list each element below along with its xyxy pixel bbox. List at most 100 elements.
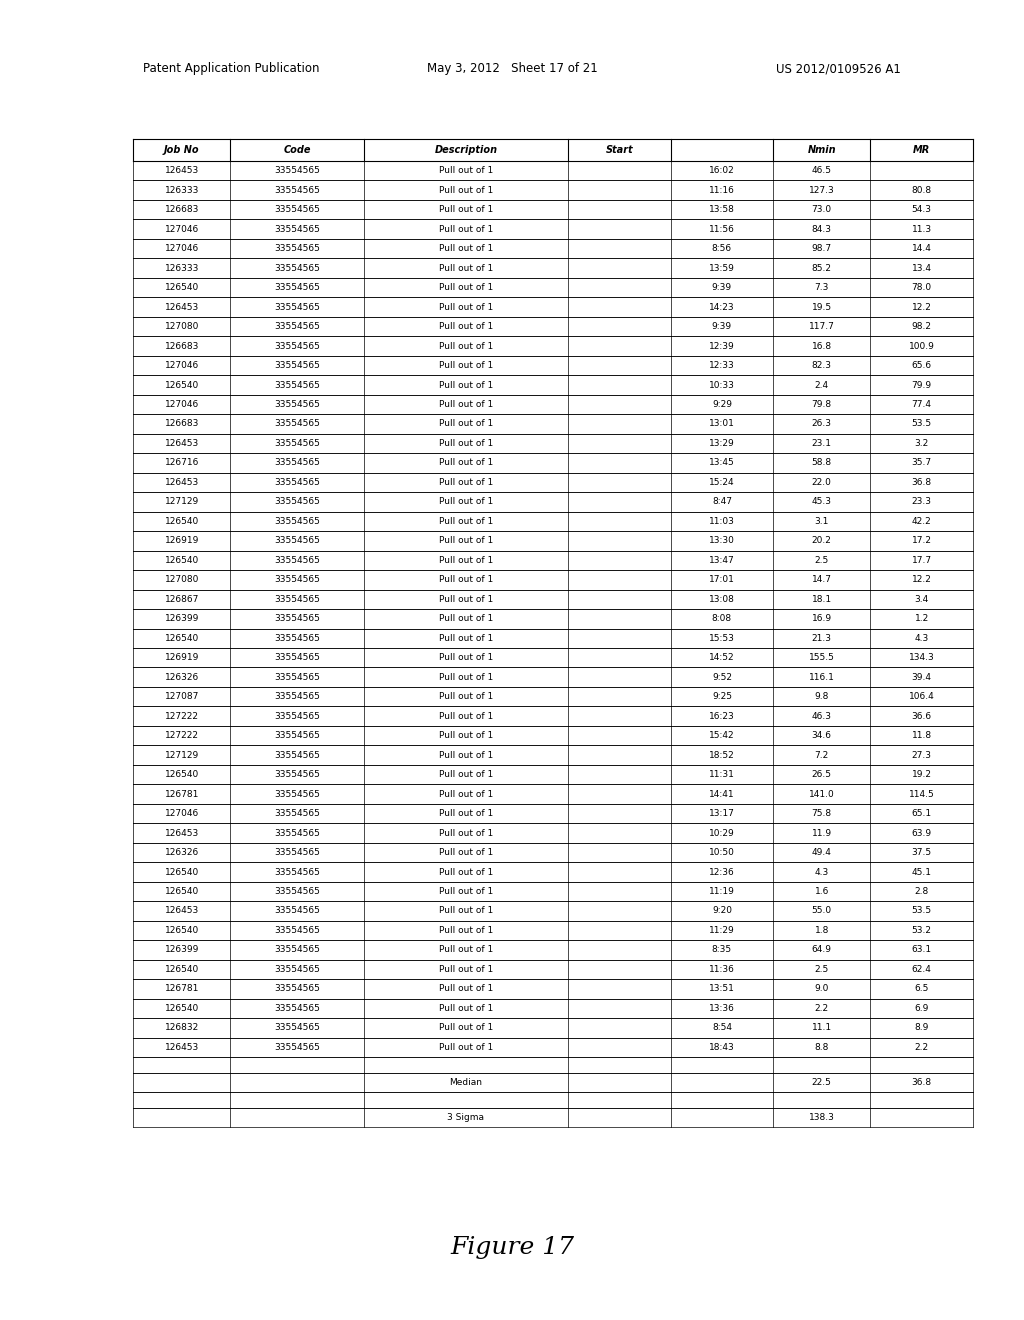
Text: 126453: 126453 bbox=[165, 829, 199, 838]
Text: 126781: 126781 bbox=[165, 789, 199, 799]
Text: 12.2: 12.2 bbox=[911, 576, 932, 585]
Text: 13:59: 13:59 bbox=[709, 264, 735, 273]
Text: 15:42: 15:42 bbox=[709, 731, 735, 741]
Text: 126333: 126333 bbox=[165, 264, 199, 273]
Text: 63.1: 63.1 bbox=[911, 945, 932, 954]
Text: 4.3: 4.3 bbox=[815, 867, 828, 876]
Text: 127046: 127046 bbox=[165, 362, 199, 370]
Text: 3 Sigma: 3 Sigma bbox=[447, 1113, 484, 1122]
Text: 126683: 126683 bbox=[165, 205, 199, 214]
Text: 126540: 126540 bbox=[165, 1005, 199, 1012]
Text: 9:39: 9:39 bbox=[712, 322, 732, 331]
Text: 36.8: 36.8 bbox=[911, 1078, 932, 1086]
Text: 126867: 126867 bbox=[165, 595, 199, 603]
Text: Pull out of 1: Pull out of 1 bbox=[439, 556, 493, 565]
Text: 127080: 127080 bbox=[165, 322, 199, 331]
Text: Pull out of 1: Pull out of 1 bbox=[439, 653, 493, 663]
Text: 45.3: 45.3 bbox=[812, 498, 831, 507]
Text: 3.1: 3.1 bbox=[814, 517, 829, 525]
Text: 126540: 126540 bbox=[165, 770, 199, 779]
Text: 36.8: 36.8 bbox=[911, 478, 932, 487]
Text: 33554565: 33554565 bbox=[274, 829, 319, 838]
Text: Pull out of 1: Pull out of 1 bbox=[439, 224, 493, 234]
Text: Pull out of 1: Pull out of 1 bbox=[439, 380, 493, 389]
Text: 127046: 127046 bbox=[165, 244, 199, 253]
Text: Pull out of 1: Pull out of 1 bbox=[439, 282, 493, 292]
Text: 37.5: 37.5 bbox=[911, 847, 932, 857]
Text: 17.2: 17.2 bbox=[911, 536, 932, 545]
Text: 19.5: 19.5 bbox=[812, 302, 831, 312]
Text: Pull out of 1: Pull out of 1 bbox=[439, 440, 493, 447]
Text: 22.0: 22.0 bbox=[812, 478, 831, 487]
Text: 22.5: 22.5 bbox=[812, 1078, 831, 1086]
Text: Figure 17: Figure 17 bbox=[450, 1236, 574, 1259]
Text: 127087: 127087 bbox=[165, 692, 199, 701]
Text: 126716: 126716 bbox=[165, 458, 199, 467]
Text: 2.2: 2.2 bbox=[914, 1043, 929, 1052]
Text: 1.8: 1.8 bbox=[814, 925, 829, 935]
Text: 8:47: 8:47 bbox=[712, 498, 732, 507]
Text: 127046: 127046 bbox=[165, 809, 199, 818]
Text: 7.3: 7.3 bbox=[814, 282, 829, 292]
Text: 9.0: 9.0 bbox=[814, 985, 829, 994]
Text: 7.2: 7.2 bbox=[815, 751, 828, 759]
Text: Pull out of 1: Pull out of 1 bbox=[439, 362, 493, 370]
Text: May 3, 2012   Sheet 17 of 21: May 3, 2012 Sheet 17 of 21 bbox=[427, 62, 597, 75]
Text: 126399: 126399 bbox=[165, 945, 199, 954]
Text: 100.9: 100.9 bbox=[908, 342, 935, 351]
Text: 134.3: 134.3 bbox=[908, 653, 935, 663]
Text: 49.4: 49.4 bbox=[812, 847, 831, 857]
Text: 33554565: 33554565 bbox=[274, 420, 319, 429]
Text: 127222: 127222 bbox=[165, 731, 199, 741]
Text: 18:52: 18:52 bbox=[709, 751, 735, 759]
Text: 33554565: 33554565 bbox=[274, 224, 319, 234]
Text: 11:36: 11:36 bbox=[709, 965, 735, 974]
Text: 138.3: 138.3 bbox=[809, 1113, 835, 1122]
Text: Pull out of 1: Pull out of 1 bbox=[439, 965, 493, 974]
Text: 98.2: 98.2 bbox=[911, 322, 932, 331]
Text: 126326: 126326 bbox=[165, 847, 199, 857]
Text: 126919: 126919 bbox=[165, 536, 199, 545]
Text: 1.6: 1.6 bbox=[814, 887, 829, 896]
Text: Median: Median bbox=[450, 1078, 482, 1086]
Text: Pull out of 1: Pull out of 1 bbox=[439, 985, 493, 994]
Text: 14.7: 14.7 bbox=[812, 576, 831, 585]
Text: 116.1: 116.1 bbox=[809, 673, 835, 681]
Text: 11:31: 11:31 bbox=[709, 770, 735, 779]
Text: 73.0: 73.0 bbox=[812, 205, 831, 214]
Text: 127046: 127046 bbox=[165, 400, 199, 409]
Text: 42.2: 42.2 bbox=[911, 517, 932, 525]
Text: Pull out of 1: Pull out of 1 bbox=[439, 517, 493, 525]
Text: 126540: 126540 bbox=[165, 925, 199, 935]
Text: 13:36: 13:36 bbox=[709, 1005, 735, 1012]
Text: 126453: 126453 bbox=[165, 1043, 199, 1052]
Text: 11.1: 11.1 bbox=[812, 1023, 831, 1032]
Text: 9:39: 9:39 bbox=[712, 282, 732, 292]
Text: 14.4: 14.4 bbox=[911, 244, 932, 253]
Text: 9:20: 9:20 bbox=[712, 907, 732, 916]
Text: 126333: 126333 bbox=[165, 186, 199, 195]
Text: 13:08: 13:08 bbox=[709, 595, 735, 603]
Text: 126683: 126683 bbox=[165, 342, 199, 351]
Text: Pull out of 1: Pull out of 1 bbox=[439, 731, 493, 741]
Text: 8:08: 8:08 bbox=[712, 614, 732, 623]
Text: Pull out of 1: Pull out of 1 bbox=[439, 770, 493, 779]
Text: 45.1: 45.1 bbox=[911, 867, 932, 876]
Text: 8:35: 8:35 bbox=[712, 945, 732, 954]
Text: 16:02: 16:02 bbox=[709, 166, 735, 176]
Text: 8:54: 8:54 bbox=[712, 1023, 732, 1032]
Text: 33554565: 33554565 bbox=[274, 380, 319, 389]
Text: 14:41: 14:41 bbox=[709, 789, 735, 799]
Text: 9:52: 9:52 bbox=[712, 673, 732, 681]
Text: Pull out of 1: Pull out of 1 bbox=[439, 1043, 493, 1052]
Text: 33554565: 33554565 bbox=[274, 342, 319, 351]
Text: Pull out of 1: Pull out of 1 bbox=[439, 166, 493, 176]
Text: 33554565: 33554565 bbox=[274, 809, 319, 818]
Text: Pull out of 1: Pull out of 1 bbox=[439, 1005, 493, 1012]
Text: 35.7: 35.7 bbox=[911, 458, 932, 467]
Text: 126453: 126453 bbox=[165, 440, 199, 447]
Text: 55.0: 55.0 bbox=[812, 907, 831, 916]
Text: 117.7: 117.7 bbox=[809, 322, 835, 331]
Text: 39.4: 39.4 bbox=[911, 673, 932, 681]
Text: 64.9: 64.9 bbox=[812, 945, 831, 954]
